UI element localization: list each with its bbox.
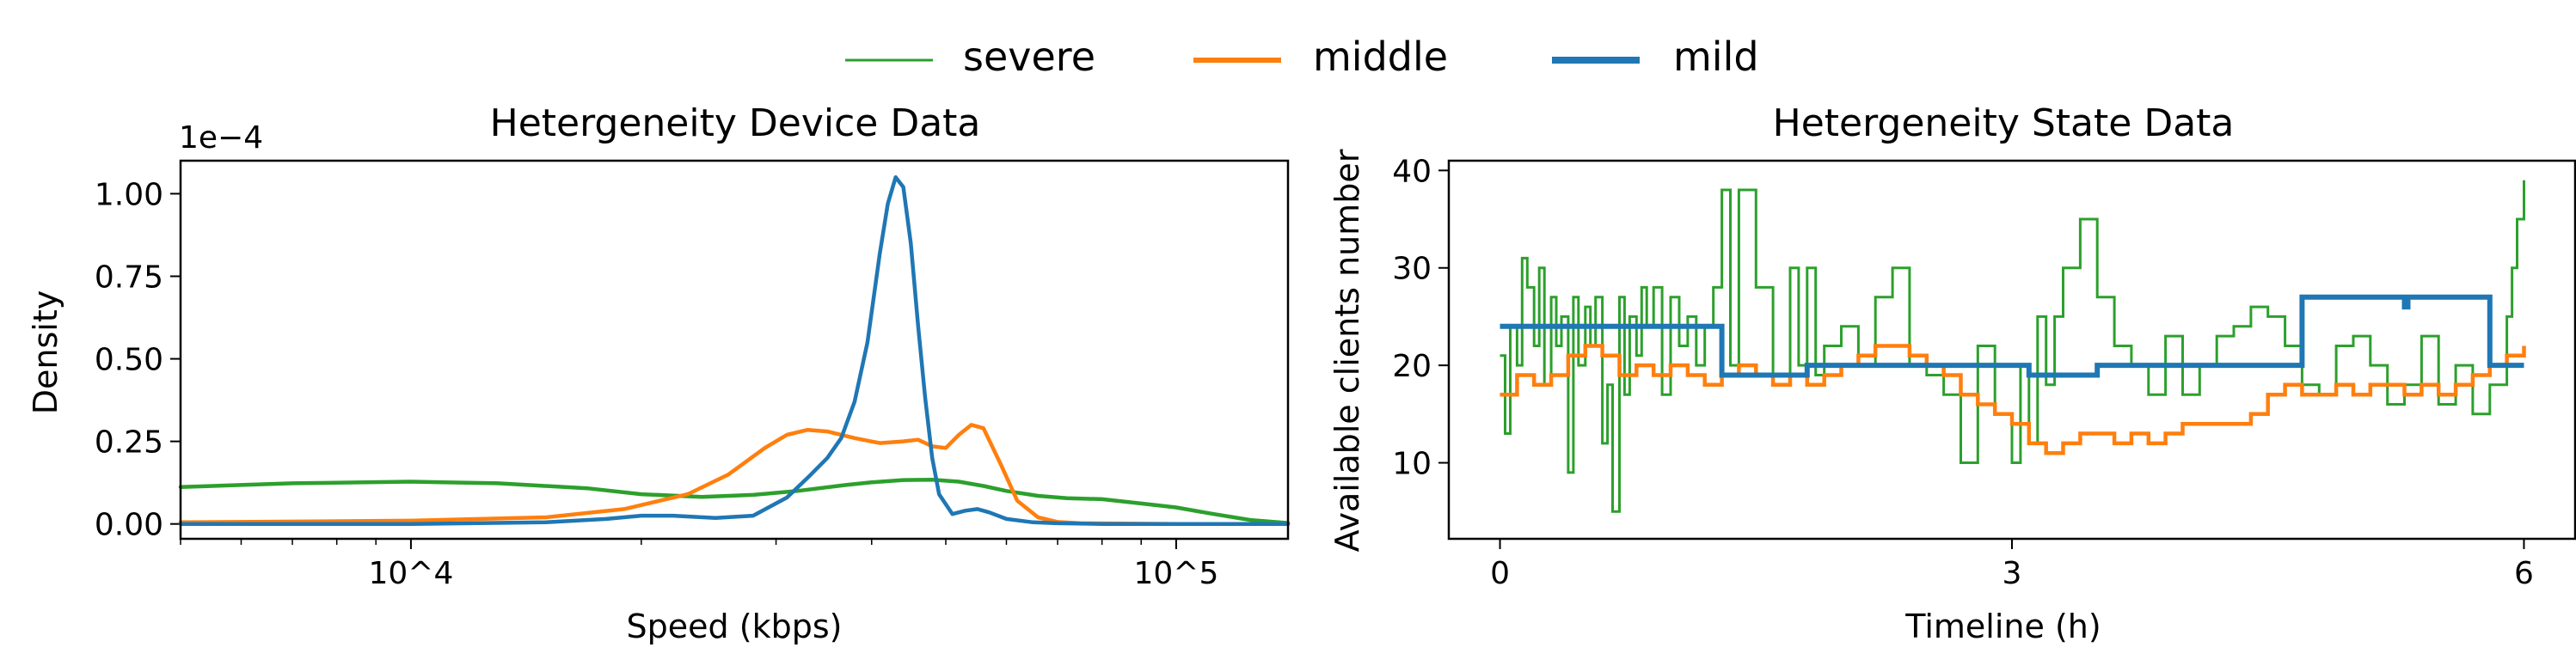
chart-device-series-severe [178,477,1291,525]
chart-state-series-mild [1500,294,2524,378]
chart-device-ylabel: Density [27,290,64,414]
chart-device-ytick-label: 0.25 [95,425,163,461]
chart-state-ytick-label: 20 [1392,349,1432,384]
chart-device-xtick-label: 10^5 [1133,556,1218,591]
legend-label-middle: middle [1313,34,1448,80]
chart-state-xlabel: Timeline (h) [1904,608,2101,645]
chart-device-plot-frame [179,159,1290,541]
chart-state-series-middle [1500,344,2526,455]
chart-state-title: Hetergeneity State Data [1773,101,2235,145]
chart-device-ytick-label: 0.00 [95,508,163,543]
chart-device-offset-label: 1e−4 [179,120,263,156]
chart-state-xtick-label: 3 [2003,556,2022,591]
chart-state-ylabel: Available clients number [1328,149,1366,552]
chart-device-series-middle [178,423,1291,526]
chart-device-ytick-label: 0.75 [95,260,163,295]
legend-label-severe: severe [963,34,1095,80]
chart-state: Hetergeneity State Data 10 20 30 40 0 3 6 Time… [1328,101,2576,645]
chart-device-ytick-label: 0.50 [95,343,163,378]
legend-label-mild: mild [1673,34,1759,80]
chart-device-series-mild [178,174,1291,526]
chart-state-ytick-label: 40 [1392,154,1432,189]
chart-device-xlabel: Speed (kbps) [627,608,843,645]
chart-state-ytick-label: 30 [1392,252,1432,287]
chart-device-ytick-label: 1.00 [95,177,163,212]
chart-device-title: Hetergeneity Device Data [490,101,981,145]
chart-device-xtick-label: 10^4 [368,556,453,591]
chart-state-series-severe [1500,180,2525,513]
chart-state-xtick-label: 6 [2514,556,2534,591]
chart-state-ytick-label: 10 [1392,447,1432,482]
chart-device: Hetergeneity Device Data 1e−4 0.00 0.25 0.… [27,101,1291,645]
chart-state-xtick-label: 0 [1490,556,1510,591]
chart-state-plot-frame [1447,159,2576,541]
legend: severe middle mild [845,34,1759,80]
